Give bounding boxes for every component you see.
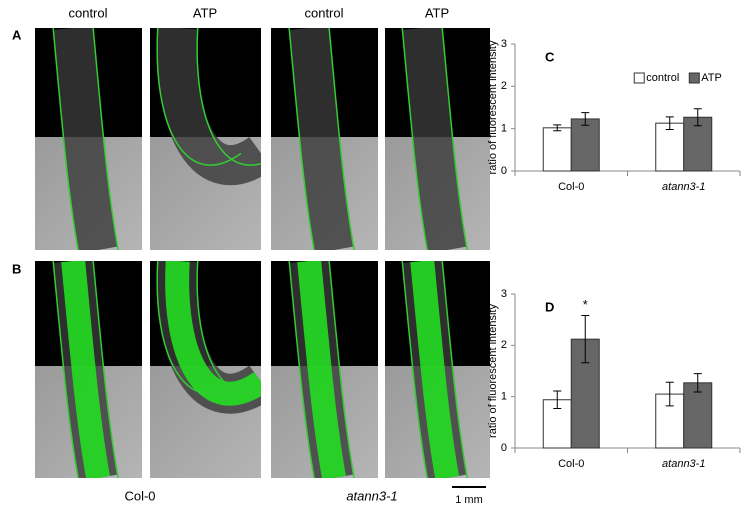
error-bar — [553, 124, 562, 132]
legend-label: ATP — [701, 72, 722, 84]
y-tick-label: 2 — [501, 339, 507, 351]
root-edge — [196, 28, 261, 166]
genotype-label: atann3-1 — [346, 488, 397, 503]
root-body — [53, 28, 118, 250]
root-fluor — [61, 261, 110, 478]
x-tick-label: Col-0 — [558, 181, 584, 193]
root-edge — [52, 28, 79, 250]
legend-label: control — [646, 72, 679, 84]
root-edge — [196, 261, 261, 395]
genotype-label: Col-0 — [124, 488, 155, 503]
root — [52, 28, 119, 250]
root-edge — [328, 28, 355, 250]
root-edge — [401, 28, 428, 250]
root — [156, 28, 261, 186]
root-edge — [92, 28, 119, 250]
root-edge — [52, 261, 79, 478]
y-tick-label: 1 — [501, 123, 507, 135]
root-edge — [156, 28, 242, 166]
x-tick-label: Col-0 — [558, 458, 584, 470]
error-bar — [693, 373, 702, 393]
bar — [542, 127, 572, 172]
root — [156, 261, 261, 414]
error-bar — [581, 112, 590, 126]
row-label: B — [12, 261, 21, 276]
x-tick-label: atann3-1 — [662, 458, 705, 470]
y-tick-label: 3 — [501, 288, 507, 300]
root-fluor — [410, 261, 460, 478]
significance-marker: * — [583, 297, 588, 312]
error-bar — [693, 108, 702, 127]
x-tick-label: atann3-1 — [662, 181, 705, 193]
column-label: control — [304, 5, 343, 20]
panel-label: C — [545, 49, 555, 64]
root-edge — [156, 261, 242, 395]
y-tick-label: 0 — [501, 165, 507, 177]
root-body — [289, 28, 354, 250]
root — [288, 28, 355, 250]
scale-bar-label: 1 mm — [455, 494, 483, 506]
bar — [570, 118, 600, 172]
y-axis-label: ratio of fluorescent intensity — [487, 304, 499, 438]
error-bar — [581, 315, 590, 364]
root-edge — [288, 261, 315, 478]
column-label: ATP — [193, 5, 217, 20]
bar — [683, 382, 713, 449]
root — [288, 261, 355, 478]
root-edge — [92, 261, 119, 478]
legend-swatch — [633, 72, 645, 84]
row-label: A — [12, 27, 22, 42]
panel-label: D — [545, 299, 554, 314]
bar — [655, 122, 685, 172]
y-tick-label: 3 — [501, 38, 507, 50]
root — [401, 261, 468, 478]
root-edge — [441, 28, 468, 250]
root — [52, 261, 119, 478]
error-bar — [665, 116, 674, 131]
error-bar — [553, 390, 562, 409]
y-tick-label: 0 — [501, 442, 507, 454]
column-label: control — [68, 5, 107, 20]
micrographs — [35, 28, 490, 478]
legend-swatch — [688, 72, 700, 84]
root-fluor — [297, 261, 346, 478]
y-axis-label: ratio of fluorescent intensity — [487, 40, 499, 174]
column-label: ATP — [425, 5, 449, 20]
root-body — [402, 28, 467, 250]
y-tick-label: 1 — [501, 391, 507, 403]
error-bar — [665, 381, 674, 407]
root-edge — [288, 28, 315, 250]
root-edge — [328, 261, 355, 478]
root — [401, 28, 468, 250]
y-tick-label: 2 — [501, 80, 507, 92]
root-edge — [401, 261, 428, 478]
root-edge — [441, 261, 468, 478]
